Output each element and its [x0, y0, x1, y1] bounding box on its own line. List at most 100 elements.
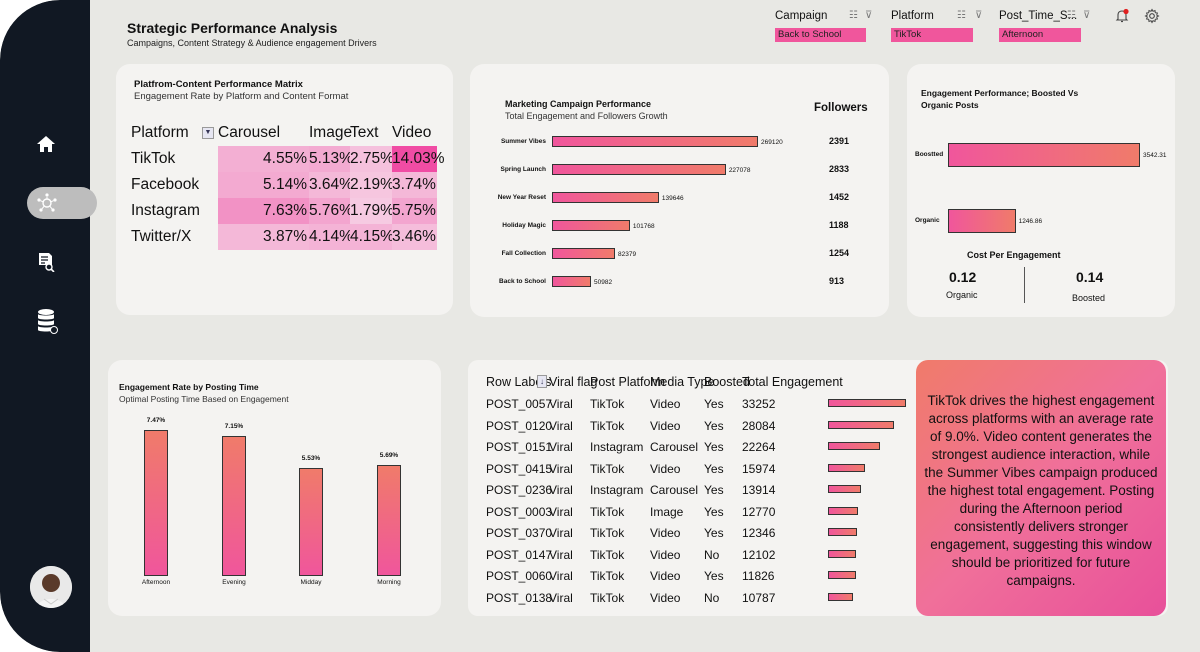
campaign-bar [552, 192, 659, 203]
cpe-organic-value: 0.12 [949, 269, 977, 285]
nav-network[interactable] [27, 187, 97, 219]
table-cell: POST_0370 [486, 526, 553, 540]
table-row[interactable]: POST_0370 Viral TikTok Video Yes 12346 [486, 523, 926, 544]
matrix-row: Facebook 5.14% 3.64% 2.19% 3.74% [131, 172, 441, 198]
posts-table: Row Labels Viral flag Post Platform Media T… [486, 372, 926, 612]
table-row[interactable]: POST_0120 Viral TikTok Video Yes 28084 [486, 416, 926, 437]
engagement-bar [828, 571, 856, 579]
matrix-row-label: Facebook [131, 176, 200, 193]
boosted-category-label: Boostted [915, 151, 944, 158]
boosted-bar [948, 209, 1016, 233]
matrix-col-header: Video [392, 124, 432, 141]
divider [1024, 267, 1025, 303]
clear-filter-icon[interactable]: ⊽ [975, 10, 983, 21]
clear-filter-icon[interactable]: ⊽ [1083, 10, 1091, 21]
settings-button[interactable] [1144, 8, 1160, 24]
avatar[interactable] [30, 566, 72, 608]
table-row[interactable]: POST_0415 Viral TikTok Video Yes 15974 [486, 459, 926, 480]
cpe-boosted-label: Boosted [1072, 293, 1106, 303]
slicer-post-time-selected[interactable]: Afternoon [999, 28, 1081, 42]
table-cell: TikTok [590, 397, 625, 411]
campaign-chart: Summer Vibes 269120 2391 Spring Launch 22707… [470, 64, 889, 317]
filter-dropdown-icon[interactable]: ▼ [202, 127, 214, 139]
table-cell: Video [650, 569, 681, 583]
user-avatar-icon [30, 566, 72, 608]
table-cell: TikTok [590, 547, 625, 562]
table-cell: Yes [704, 483, 724, 497]
campaign-category-label: Fall Collection [501, 250, 546, 257]
table-row[interactable]: POST_0151 Viral Instagram Carousel Yes 22264 [486, 437, 926, 458]
matrix-cell: 3.46% [392, 224, 437, 250]
table-cell: Carousel [650, 483, 699, 497]
table-cell: Yes [704, 440, 724, 454]
table-row[interactable]: POST_0138 Viral TikTok Video No 10787 [486, 588, 926, 609]
matrix-cell: 2.19% [350, 172, 394, 198]
table-row[interactable]: POST_0060 Viral TikTok Video Yes 11826 [486, 566, 926, 587]
cpe-boosted-value: 0.14 [1076, 269, 1104, 285]
matrix-row-label: Twitter/X [131, 228, 192, 245]
boosted-title: Engagement Performance; Boosted Vs [921, 88, 1079, 98]
multi-select-icon[interactable]: ☷ [957, 10, 966, 21]
table-cell: TikTok [590, 526, 625, 540]
filter-dropdown-icon[interactable]: ↓ [537, 375, 547, 388]
matrix-cell: 4.14% [309, 224, 353, 250]
nav-home[interactable] [32, 130, 60, 158]
table-row[interactable]: POST_0057 Viral TikTok Video Yes 33252 [486, 394, 926, 415]
table-cell: POST_0415 [486, 461, 553, 476]
table-cell: 12346 [742, 526, 776, 540]
posting-title: Engagement Rate by Posting Time [119, 382, 259, 392]
table-row[interactable]: POST_0236 Viral Instagram Carousel Yes 13914 [486, 480, 926, 501]
matrix-row-label: TikTok [131, 150, 176, 167]
posting-category-label: Evening [222, 579, 246, 586]
slicer-campaign-selected[interactable]: Back to School [775, 28, 866, 42]
campaign-category-label: Holiday Magic [502, 222, 546, 229]
clear-filter-icon[interactable]: ⊽ [865, 10, 873, 21]
nav-database[interactable] [34, 306, 60, 336]
boosted-category-label: Organic [915, 217, 940, 224]
followers-value: 1452 [829, 192, 850, 202]
table-cell: Video [650, 418, 681, 433]
followers-header: Followers [814, 102, 868, 114]
boosted-value-label: 1246.86 [1018, 218, 1043, 225]
posting-subtitle: Optimal Posting Time Based on Engagement [119, 394, 289, 404]
table-cell: No [704, 547, 720, 562]
table-cell: Video [650, 590, 681, 605]
table-cell: 28084 [742, 418, 776, 433]
slicer-platform-selected[interactable]: TikTok [891, 28, 973, 42]
slicer-campaign[interactable]: Campaign ☷ ⊽ Back to School [775, 8, 880, 46]
table-cell: Viral [549, 461, 573, 476]
engagement-bar [828, 506, 858, 515]
cpe-organic-label: Organic [946, 290, 978, 300]
slicer-platform[interactable]: Platform ☷ ⊽ TikTok [891, 8, 996, 46]
posting-category-label: Midday [300, 579, 322, 586]
table-cell: Video [650, 397, 681, 411]
boosted-panel: Engagement Performance; Boosted Vs Organ… [907, 64, 1175, 317]
notification-button[interactable] [1114, 8, 1130, 24]
table-cell: Viral [549, 569, 573, 583]
table-cell: TikTok [590, 461, 625, 476]
matrix-row-header: Platform [131, 124, 189, 141]
engagement-bar [828, 463, 866, 472]
matrix-col-header: Image [309, 124, 353, 141]
matrix-row: Twitter/X 3.87% 4.14% 4.15% 3.46% [131, 224, 441, 250]
engagement-bar [828, 592, 854, 601]
boosted-title-line2: Organic Posts [921, 100, 979, 110]
table-row[interactable]: POST_0147 Viral TikTok Video No 12102 [486, 545, 926, 566]
table-cell: Carousel [650, 440, 699, 454]
table-cell: Viral [549, 397, 573, 411]
nav-report[interactable] [34, 250, 58, 274]
table-row[interactable]: POST_0003 Viral TikTok Image Yes 12770 [486, 502, 926, 523]
followers-value: 1188 [829, 220, 849, 230]
multi-select-icon[interactable]: ☷ [849, 10, 858, 21]
slicer-post-time[interactable]: Post_Time_S... ☷ ⊽ Afternoon [999, 8, 1099, 46]
table-cell: Viral [549, 590, 573, 605]
matrix-col-header: Text [350, 124, 379, 141]
table-cell: Video [650, 547, 681, 562]
campaign-panel: Marketing Campaign Performance Total Eng… [470, 64, 889, 317]
matrix-cell: 3.64% [309, 172, 353, 198]
multi-select-icon[interactable]: ☷ [1067, 10, 1076, 21]
table-cell: Yes [704, 418, 724, 433]
table-cell: TikTok [590, 504, 625, 519]
slicer-campaign-label: Campaign [775, 10, 828, 22]
posts-table-header: Row Labels Viral flag Post Platform Media T… [486, 372, 926, 392]
